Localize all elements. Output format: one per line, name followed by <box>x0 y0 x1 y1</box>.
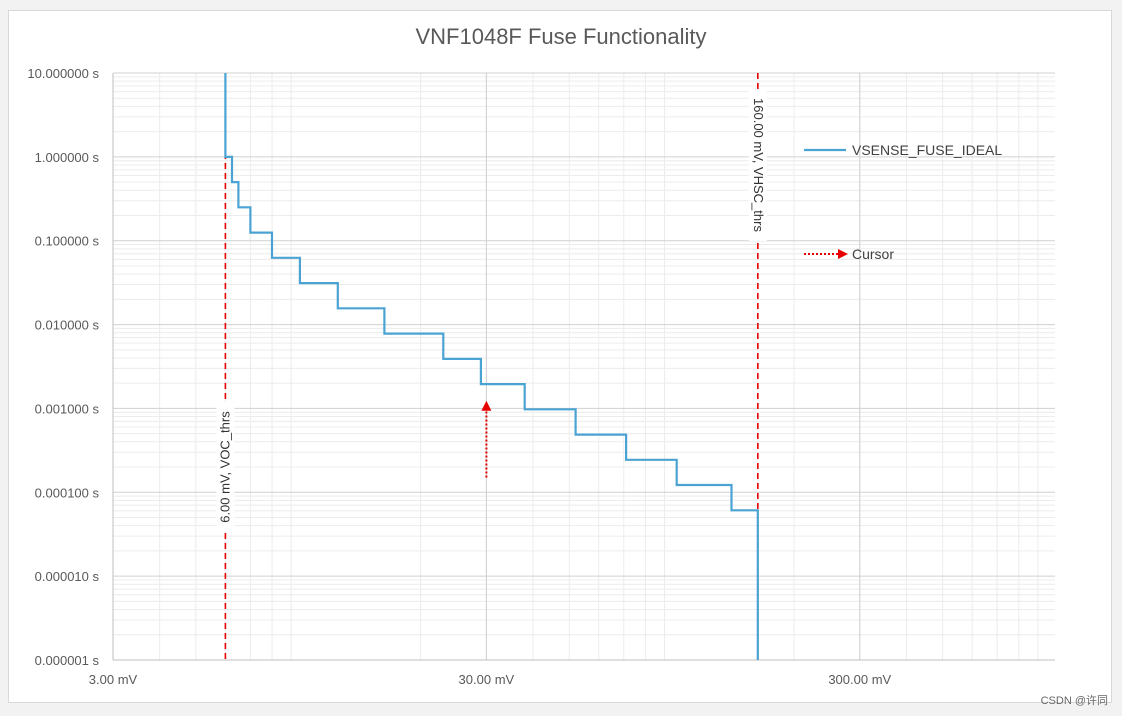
threshold-label-group: 6.00 mV, VOC_thrs <box>216 401 235 533</box>
threshold-label: 160.00 mV, VHSC_thrs <box>751 98 766 232</box>
legend-label: Cursor <box>852 246 894 262</box>
major-gridlines <box>113 72 1055 661</box>
chart-title: VNF1048F Fuse Functionality <box>415 24 707 49</box>
y-tick-label: 0.010000 s <box>35 318 100 333</box>
threshold-label: 6.00 mV, VOC_thrs <box>217 411 232 523</box>
chart-frame <box>8 10 1112 703</box>
threshold-label-bg <box>748 88 767 241</box>
cursor-arrowhead <box>481 400 492 411</box>
x-tick-label: 30.00 mV <box>459 672 515 687</box>
y-tick-label: 0.000010 s <box>35 569 100 584</box>
y-tick-label: 0.100000 s <box>35 234 100 249</box>
y-tick-label: 0.001000 s <box>35 401 100 416</box>
y-tick-label: 0.000100 s <box>35 485 100 500</box>
threshold-label-bg <box>216 401 235 533</box>
minor-gridlines <box>113 73 1055 660</box>
watermark: CSDN @许同 <box>1040 695 1108 707</box>
x-tick-label: 300.00 mV <box>828 672 891 687</box>
series-line-vsense_fuse_ideal <box>224 73 759 660</box>
legend-label: VSENSE_FUSE_IDEAL <box>852 142 1002 158</box>
x-tick-label: 3.00 mV <box>89 672 138 687</box>
threshold-label-group: 160.00 mV, VHSC_thrs <box>748 88 767 241</box>
y-tick-label: 0.000001 s <box>35 653 100 668</box>
legend-swatch-arrowhead <box>838 249 848 259</box>
y-tick-label: 1.000000 s <box>35 150 100 165</box>
y-tick-label: 10.000000 s <box>27 66 99 81</box>
